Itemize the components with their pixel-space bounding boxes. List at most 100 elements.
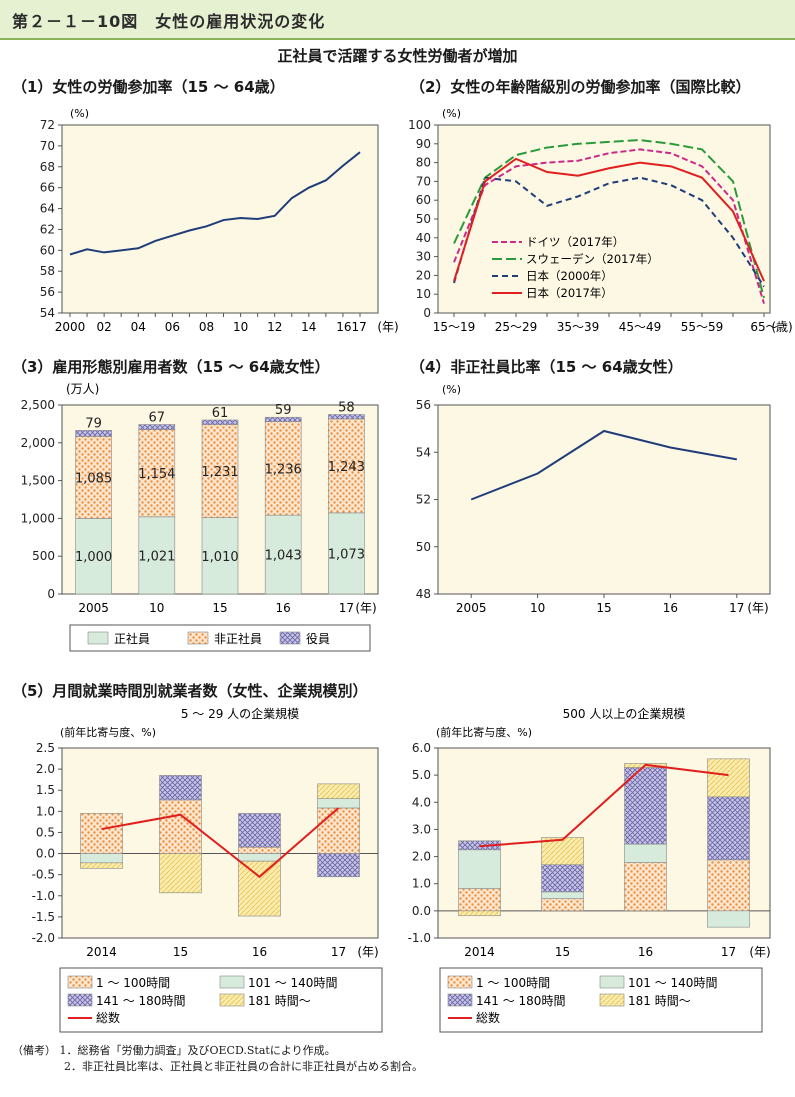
p3-legend-swatch-2 [279, 631, 301, 645]
p3-bar-2-2 [201, 419, 239, 425]
p4-xtick-label-3: 16 [663, 601, 678, 615]
p5b-ytick-label-5: 4.0 [412, 795, 431, 809]
p5a-legend-swatch-2 [67, 993, 93, 1007]
p2-ytick-label-8: 80 [416, 156, 431, 170]
p4-xtick-label-0: 2005 [456, 601, 487, 615]
p5a-bar-3-1 [159, 853, 202, 894]
p3-ytick-label-5: 2,500 [21, 398, 55, 412]
p5a-total-line [101, 807, 340, 879]
p3-data-label-0-0: 1,000 [75, 550, 112, 565]
p2-y-unit: (%) [442, 107, 461, 120]
p3-bar-2-0 [75, 430, 112, 437]
figure-header: 第２－１－10図 女性の雇用状況の変化 [0, 0, 795, 40]
p5b-legend-label-1: 101 ～ 140時間 [628, 976, 717, 990]
p5b-legend-label-0: 1 ～ 100時間 [476, 976, 550, 990]
p2-series-line-1 [453, 139, 765, 299]
p3-data-label-1-2: 1,231 [201, 465, 238, 480]
p5a-y-unit: (前年比寄与度、%) [60, 725, 156, 739]
p4-ytick-label-0: 48 [416, 587, 431, 601]
p5a-legend-label-3: 181 時間～ [248, 994, 311, 1008]
p5b-bar-1-1 [541, 891, 584, 899]
p3-x-unit: (年) [355, 601, 376, 615]
p2-ytick-label-7: 70 [416, 174, 431, 188]
p3-data-label-0-3: 1,043 [265, 549, 302, 564]
p5b-bar-3-1 [541, 837, 584, 866]
p5b-xtick-label-1: 15 [555, 945, 570, 959]
p2-ytick-label-9: 90 [416, 137, 431, 151]
p1-xtick-label-2: 04 [131, 320, 146, 334]
p2-xtick-label-3: 45～49 [619, 320, 662, 334]
p5a-ytick-label-9: 2.5 [36, 741, 55, 755]
p3-xtick-label-3: 16 [276, 601, 291, 615]
p3-legend-label-1: 非正社員 [214, 631, 262, 646]
p2-ytick-label-5: 50 [416, 212, 431, 226]
p1-plot-area [61, 124, 379, 314]
p2-legend-label-0: ドイツ（2017年） [526, 235, 624, 249]
p5a-bar-0-3 [317, 807, 360, 854]
p1-y-unit: (%) [70, 107, 89, 120]
p1-ytick-label-1: 56 [40, 285, 55, 299]
p2-xtick-label-2: 35～39 [557, 320, 600, 334]
p5b-xtick-label-2: 16 [638, 945, 653, 959]
p5b-ytick-label-0: -1.0 [408, 931, 431, 945]
p5a-ytick-label-7: 1.5 [36, 783, 55, 797]
p5a-bar-1-0 [80, 853, 123, 864]
p5a-legend-swatch-0 [67, 975, 93, 989]
note-2: 2．非正社員比率は、正社員と非正社員の合計に非正社員が占める割合。 [64, 1060, 423, 1073]
p1-xtick-label-1: 02 [96, 320, 111, 334]
p3-bar-0-1 [138, 516, 176, 595]
p1-ytick-label-8: 70 [40, 139, 55, 153]
p3-bar-2-1 [138, 424, 176, 430]
p1-ytick-label-0: 54 [40, 306, 55, 320]
p5a-bar-1-2 [238, 853, 281, 862]
p2-legend-label-3: 日本（2017年） [526, 286, 613, 300]
p5b-bar-0-3 [707, 859, 750, 912]
p2-series-line-2 [453, 176, 765, 288]
p5a-bar-2-1 [159, 775, 202, 801]
p3-bar-1-2 [201, 424, 239, 518]
p5a-legend-label-1: 101 ～ 140時間 [248, 976, 337, 990]
p2-plot-area [437, 124, 771, 314]
p5b-bar-2-3 [707, 796, 750, 861]
p1-ytick-label-9: 72 [40, 118, 55, 132]
p5b-bar-0-2 [624, 862, 667, 912]
p3-legend-swatch-0 [87, 631, 109, 645]
p5a-ytick-label-2: -1.0 [32, 889, 55, 903]
p3-xtick-label-1: 10 [149, 601, 164, 615]
p1-xtick-label-0: 2000 [55, 320, 86, 334]
p5a-subtitle: 5 ～ 29 人の企業規模 [181, 706, 299, 721]
p5a-bar-0-2 [238, 846, 281, 854]
p3-ytick-label-1: 500 [32, 549, 55, 563]
p5a-ytick-label-4: 0.0 [36, 847, 55, 861]
p5b-bar-1-2 [624, 843, 667, 863]
p4-ytick-label-1: 50 [416, 540, 431, 554]
p1-ytick-label-4: 62 [40, 222, 55, 236]
panel5-title: （5）月間就業時間別就業者数（女性、企業規模別） [12, 682, 368, 700]
notes: （備考） 1．総務省「労働力調査」及びOECD.Statにより作成。 2．非正社… [12, 1043, 423, 1075]
p4-x-unit: (年) [747, 601, 768, 615]
p3-data-label-2-3: 59 [275, 403, 292, 418]
p2-series-line-0 [453, 148, 765, 304]
p2-ytick-label-4: 40 [416, 231, 431, 245]
p3-y-unit: (万人) [66, 382, 99, 396]
p1-xtick-label-9: (年) [377, 320, 398, 334]
p3-data-label-1-3: 1,236 [265, 462, 302, 477]
p5b-legend-label-3: 181 時間～ [628, 994, 691, 1008]
p3-data-label-1-0: 1,085 [75, 471, 112, 486]
p1-ytick-label-5: 64 [40, 202, 55, 216]
p5a-legend-label-0: 1 ～ 100時間 [96, 976, 170, 990]
p5b-ytick-label-3: 2.0 [412, 850, 431, 864]
p5b-xtick-label-0: 2014 [464, 945, 495, 959]
p3-bar-0-4 [328, 512, 365, 595]
p1-ytick-label-6: 66 [40, 181, 55, 195]
note-1: 1．総務省「労働力調査」及びOECD.Statにより作成。 [59, 1044, 336, 1057]
p4-xtick-label-1: 10 [530, 601, 545, 615]
p2-ytick-label-1: 10 [416, 287, 431, 301]
p5b-bar-3-0 [458, 910, 501, 917]
p3-data-label-0-4: 1,073 [328, 547, 365, 562]
p2-xtick-label-4: 55～59 [681, 320, 724, 334]
p5b-y-unit: (前年比寄与度、%) [436, 725, 532, 739]
p5a-bar-3-0 [80, 862, 123, 869]
notes-label: （備考） [12, 1044, 56, 1057]
p5b-legend-swatch-0 [447, 975, 473, 989]
